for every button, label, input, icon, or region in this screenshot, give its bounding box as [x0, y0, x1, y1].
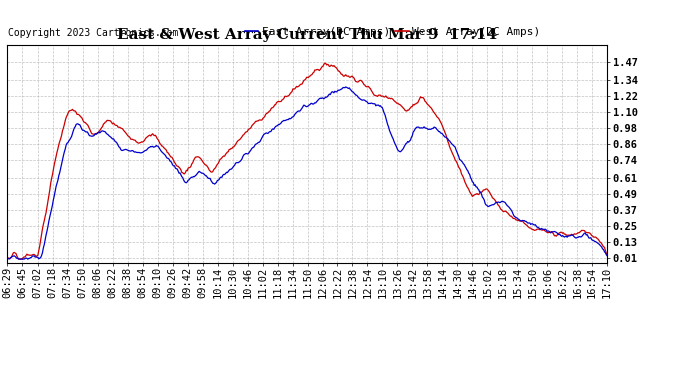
- Text: Copyright 2023 Cartronics.com: Copyright 2023 Cartronics.com: [8, 28, 179, 38]
- Title: East & West Array Current Thu Mar 9  17:14: East & West Array Current Thu Mar 9 17:1…: [117, 28, 497, 42]
- Legend: East Array(DC Amps), West Array(DC Amps): East Array(DC Amps), West Array(DC Amps): [241, 22, 545, 41]
